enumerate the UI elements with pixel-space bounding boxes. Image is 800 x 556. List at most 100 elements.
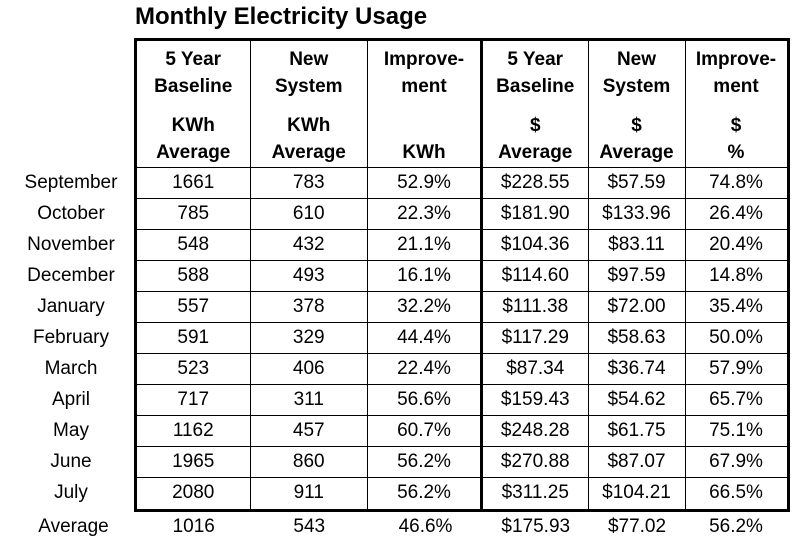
header-line: KWh xyxy=(171,115,215,136)
page-title: Monthly Electricity Usage xyxy=(135,3,428,30)
cell-baseline-usd: $228.55 xyxy=(483,167,589,199)
cell-baseline-kwh: 1162 xyxy=(137,415,251,447)
cell-improvement-pct: 50.0% xyxy=(685,323,787,354)
average-row-label: Average xyxy=(38,515,109,537)
cell-improvement-kwh: 56.2% xyxy=(368,446,483,478)
cell-improvement-pct: 67.9% xyxy=(685,447,787,478)
cell-new-usd: $83.11 xyxy=(588,229,686,261)
header-line: 5 Year xyxy=(507,49,564,70)
cell-new-kwh: 457 xyxy=(250,415,368,447)
header-line: Improve- xyxy=(383,49,465,70)
cell-new-usd: $58.63 xyxy=(588,322,686,354)
average-improvement-kwh: 46.6% xyxy=(398,515,453,537)
cell-new-kwh: 610 xyxy=(250,198,368,230)
cell-improvement-kwh: 21.1% xyxy=(368,229,483,261)
table-row: 1661 783 52.9% $228.55 $57.59 74.8% xyxy=(137,167,787,199)
cell-new-usd: $61.75 xyxy=(588,415,686,447)
header-line: Improve- xyxy=(695,49,777,70)
table-header-row: 5 Year Baseline KWh Average New System K… xyxy=(137,41,787,168)
month-labels-column: September October November December Janu… xyxy=(8,168,134,509)
cell-baseline-usd: $159.43 xyxy=(483,384,589,416)
cell-baseline-usd: $248.28 xyxy=(483,415,589,447)
cell-improvement-kwh: 44.4% xyxy=(368,322,483,354)
cell-baseline-usd: $270.88 xyxy=(483,446,589,478)
row-label: April xyxy=(51,389,90,410)
col-header-baseline-kwh: 5 Year Baseline KWh Average xyxy=(137,41,251,168)
row-label: September xyxy=(24,172,118,193)
header-line: System xyxy=(602,76,671,97)
header-line: KWh xyxy=(402,142,446,163)
table-row: 523 406 22.4% $87.34 $36.74 57.9% xyxy=(137,353,787,385)
average-new-kwh: 543 xyxy=(293,515,326,537)
header-line: % xyxy=(727,142,745,163)
header-line: Average xyxy=(271,142,346,163)
cell-improvement-pct: 35.4% xyxy=(685,292,787,323)
cell-baseline-usd: $87.34 xyxy=(483,353,589,385)
cell-improvement-kwh: 52.9% xyxy=(368,167,483,199)
cell-new-kwh: 311 xyxy=(250,384,368,416)
cell-new-usd: $72.00 xyxy=(588,291,686,323)
cell-baseline-kwh: 1965 xyxy=(137,446,251,478)
cell-baseline-usd: $181.90 xyxy=(483,198,589,230)
cell-new-usd: $97.59 xyxy=(588,260,686,292)
cell-improvement-pct: 57.9% xyxy=(685,354,787,385)
cell-baseline-kwh: 523 xyxy=(137,353,251,385)
cell-baseline-kwh: 588 xyxy=(137,260,251,292)
cell-new-kwh: 493 xyxy=(250,260,368,292)
header-line: New xyxy=(289,49,329,70)
cell-improvement-pct: 65.7% xyxy=(685,385,787,416)
table-row: 717 311 56.6% $159.43 $54.62 65.7% xyxy=(137,384,787,416)
cell-baseline-kwh: 717 xyxy=(137,384,251,416)
cell-improvement-kwh: 56.2% xyxy=(368,477,483,509)
header-spacer xyxy=(686,100,787,112)
header-line: $ xyxy=(730,115,742,136)
header-spacer xyxy=(137,100,250,112)
table-row: 588 493 16.1% $114.60 $97.59 14.8% xyxy=(137,260,787,292)
header-line: New xyxy=(616,49,657,70)
cell-new-usd: $57.59 xyxy=(588,167,686,199)
header-spacer xyxy=(589,100,685,112)
header-line: System xyxy=(274,76,343,97)
header-spacer xyxy=(251,100,368,112)
cell-improvement-pct: 14.8% xyxy=(685,261,787,292)
average-row: Average 1016 543 46.6% $175.93 $77.02 56… xyxy=(0,510,791,543)
header-line: Average xyxy=(156,142,231,163)
header-line: Average xyxy=(498,142,573,163)
row-label: January xyxy=(37,296,105,317)
table-row: 557 378 32.2% $111.38 $72.00 35.4% xyxy=(137,291,787,323)
header-line: KWh xyxy=(287,115,331,136)
cell-new-kwh: 783 xyxy=(250,167,368,199)
row-label: December xyxy=(27,265,115,286)
average-baseline-usd: $175.93 xyxy=(501,515,571,537)
cell-new-usd: $87.07 xyxy=(588,446,686,478)
cell-baseline-usd: $104.36 xyxy=(483,229,589,261)
average-baseline-kwh: 1016 xyxy=(172,515,215,537)
cell-baseline-kwh: 785 xyxy=(137,198,251,230)
header-line: ment xyxy=(713,76,759,97)
row-label: June xyxy=(50,451,92,472)
col-header-baseline-dollars: 5 Year Baseline $ Average xyxy=(483,41,589,168)
table-row: 548 432 21.1% $104.36 $83.11 20.4% xyxy=(137,229,787,261)
cell-improvement-kwh: 60.7% xyxy=(368,415,483,447)
cell-new-usd: $36.74 xyxy=(588,353,686,385)
cell-baseline-kwh: 2080 xyxy=(137,477,251,509)
cell-improvement-pct: 74.8% xyxy=(685,168,787,199)
header-line: Baseline xyxy=(496,76,575,97)
cell-baseline-kwh: 591 xyxy=(137,322,251,354)
cell-new-kwh: 329 xyxy=(250,322,368,354)
average-improvement-pct: 56.2% xyxy=(709,515,763,537)
cell-baseline-kwh: 548 xyxy=(137,229,251,261)
cell-baseline-kwh: 557 xyxy=(137,291,251,323)
cell-new-kwh: 911 xyxy=(251,477,368,509)
cell-improvement-pct: 66.5% xyxy=(709,482,763,503)
cell-new-kwh: 860 xyxy=(250,446,368,478)
cell-new-kwh: 378 xyxy=(250,291,368,323)
row-label: May xyxy=(53,420,89,441)
cell-baseline-usd: $311.25 xyxy=(483,477,589,509)
cell-improvement-kwh: 22.3% xyxy=(368,198,483,230)
table-row: 1162 457 60.7% $248.28 $61.75 75.1% xyxy=(137,415,787,447)
header-spacer xyxy=(483,100,588,112)
cell-improvement-pct: 20.4% xyxy=(685,230,787,261)
row-label: November xyxy=(27,234,115,255)
